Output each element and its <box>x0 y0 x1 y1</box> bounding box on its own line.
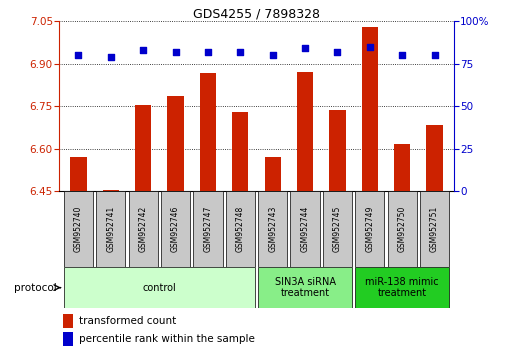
Bar <box>135 105 151 191</box>
Point <box>107 54 115 60</box>
Bar <box>64 191 93 267</box>
Text: GSM952743: GSM952743 <box>268 206 277 252</box>
Text: control: control <box>143 282 176 293</box>
Title: GDS4255 / 7898328: GDS4255 / 7898328 <box>193 7 320 20</box>
Point <box>269 52 277 58</box>
Text: percentile rank within the sample: percentile rank within the sample <box>79 335 254 344</box>
Bar <box>96 191 125 267</box>
Text: GSM952748: GSM952748 <box>236 206 245 252</box>
Bar <box>356 191 384 267</box>
Bar <box>394 144 410 191</box>
Bar <box>388 191 417 267</box>
Bar <box>258 267 352 308</box>
Bar <box>426 125 443 191</box>
Text: SIN3A siRNA
treatment: SIN3A siRNA treatment <box>274 277 336 298</box>
Point <box>430 52 439 58</box>
Bar <box>258 191 287 267</box>
Bar <box>265 156 281 191</box>
Text: GSM952746: GSM952746 <box>171 206 180 252</box>
Bar <box>64 267 255 308</box>
Text: GSM952742: GSM952742 <box>139 206 148 252</box>
Bar <box>200 73 216 191</box>
Text: GSM952741: GSM952741 <box>106 206 115 252</box>
Text: GSM952740: GSM952740 <box>74 206 83 252</box>
Text: GSM952750: GSM952750 <box>398 206 407 252</box>
Point <box>139 47 147 53</box>
Bar <box>129 191 158 267</box>
Text: GSM952749: GSM952749 <box>365 206 374 252</box>
Bar <box>356 267 449 308</box>
Bar <box>323 191 352 267</box>
Bar <box>329 110 346 191</box>
Text: miR-138 mimic
treatment: miR-138 mimic treatment <box>365 277 439 298</box>
Bar <box>232 113 248 191</box>
Text: transformed count: transformed count <box>79 316 176 326</box>
Point <box>74 52 83 58</box>
Point <box>236 49 244 55</box>
Bar <box>161 191 190 267</box>
Bar <box>290 191 320 267</box>
Point <box>398 52 406 58</box>
Bar <box>193 191 223 267</box>
Text: protocol: protocol <box>14 282 56 293</box>
Point <box>366 44 374 50</box>
Bar <box>420 191 449 267</box>
Bar <box>297 72 313 191</box>
Point <box>204 49 212 55</box>
Text: GSM952744: GSM952744 <box>301 206 309 252</box>
Text: GSM952745: GSM952745 <box>333 206 342 252</box>
Text: GSM952751: GSM952751 <box>430 206 439 252</box>
Bar <box>63 314 73 328</box>
Point <box>301 46 309 51</box>
Bar <box>63 332 73 346</box>
Bar <box>362 27 378 191</box>
Bar <box>167 96 184 191</box>
Bar <box>226 191 255 267</box>
Text: GSM952747: GSM952747 <box>204 206 212 252</box>
Point <box>171 49 180 55</box>
Bar <box>70 156 87 191</box>
Bar <box>103 190 119 191</box>
Point <box>333 49 342 55</box>
